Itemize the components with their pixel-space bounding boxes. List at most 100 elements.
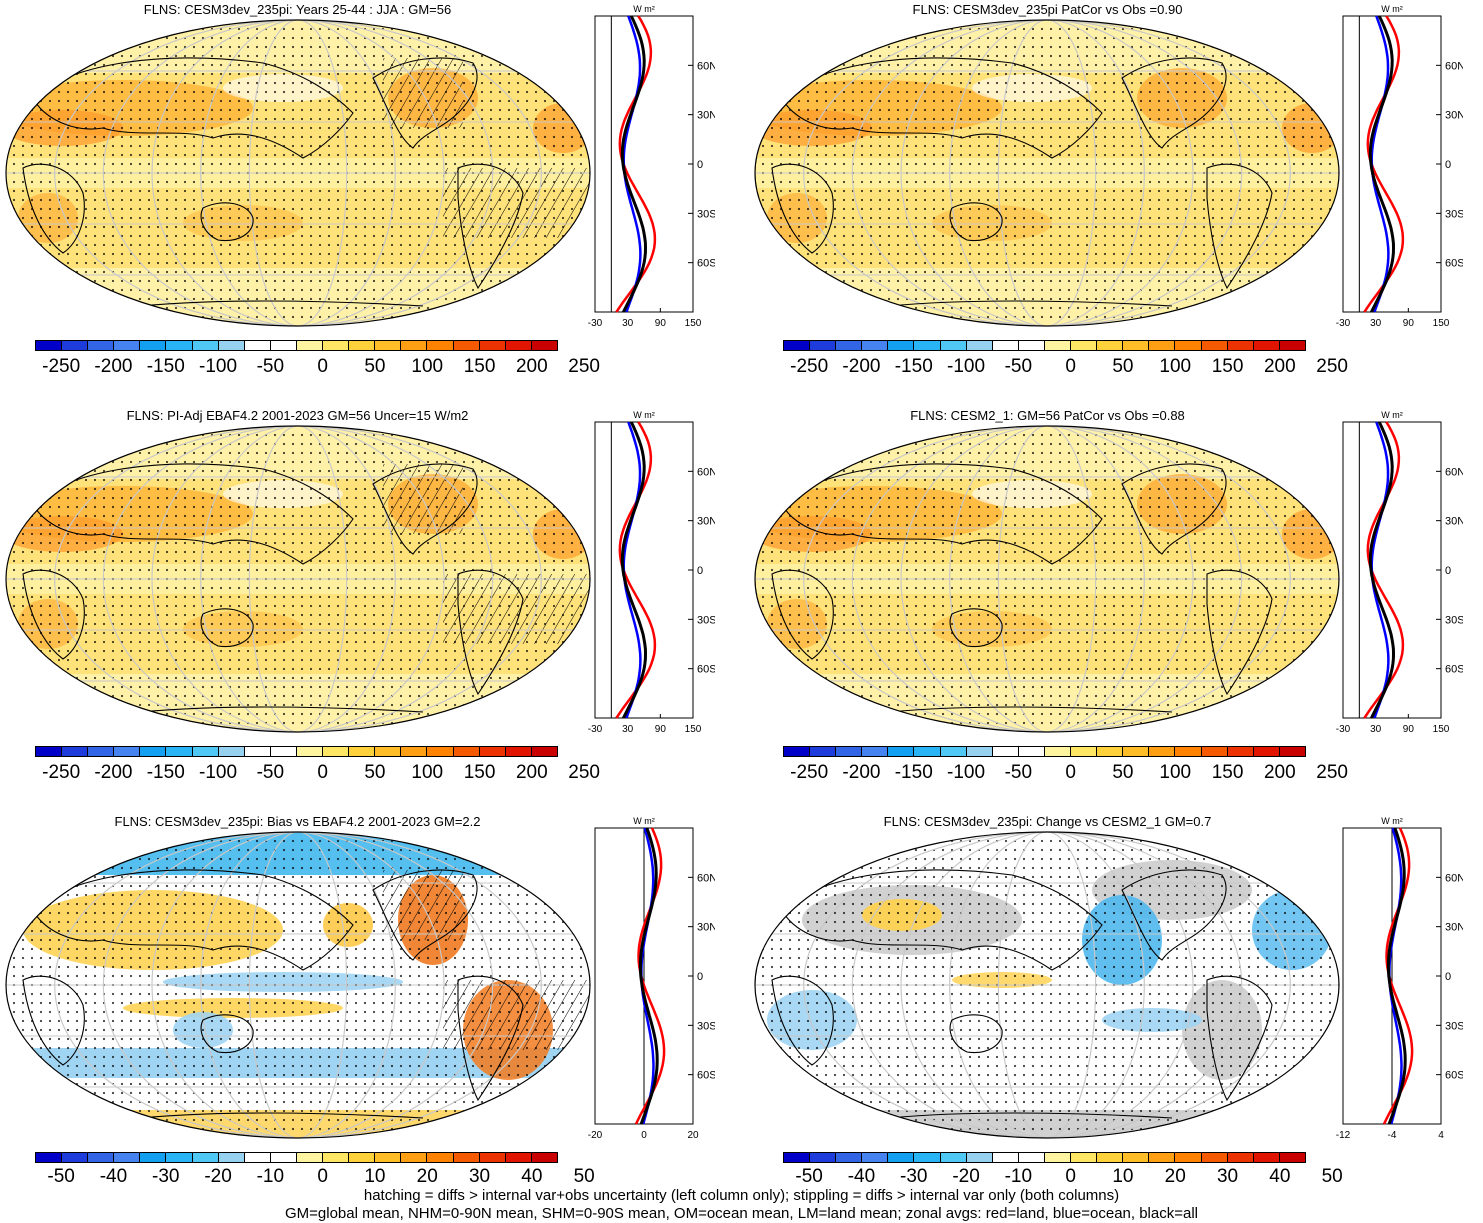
zonal-ocean-line (622, 421, 642, 719)
zonal-ocean-line (1370, 421, 1390, 719)
zonal-lat-label: 60N (697, 60, 715, 72)
zonal-all-line (1386, 827, 1407, 1125)
colorbar-tick-label: 0 (317, 356, 328, 377)
zonal-all-line (620, 421, 648, 719)
colorbar-labels: -250 -200 -150 -100 -50 0 50 100 150 200 250 (35, 356, 600, 378)
colorbar-tick-label: 10 (364, 1166, 386, 1187)
colorbar-tick-label: -20 (952, 1166, 980, 1187)
coastlines (771, 869, 1273, 1121)
colorbar (783, 340, 1306, 351)
zonal-units: W m² (633, 4, 655, 14)
zonal-units: W m² (1381, 4, 1403, 14)
colorbar-tick-label: -200 (842, 356, 881, 377)
zonal-mean-plot: W m² 60N 30N 0 30S 60S -30 30 90 150 (588, 4, 715, 329)
zonal-lat-label: 60S (1445, 1070, 1463, 1082)
colorbar-tick-label: 50 (573, 1166, 595, 1187)
map-outline (754, 19, 1340, 327)
panel-title: FLNS: CESM3dev_235pi: Years 25-44 : JJA … (143, 2, 452, 17)
zonal-mean-plot: W m² 60N 30N 0 30S 60S -30 30 90 150 (588, 410, 715, 735)
zonal-lat-label: 30N (1445, 922, 1463, 934)
zonal-x-label: 150 (685, 318, 702, 329)
zonal-all-line (638, 827, 659, 1125)
zonal-lat-label: 30S (1445, 614, 1463, 626)
zonal-mean-plot: W m² 60N 30N 0 30S 60S -12 -4 4 (1336, 816, 1463, 1141)
colorbar-tick-label: 100 (1159, 762, 1192, 783)
zonal-lat-label: 30N (1445, 110, 1463, 122)
panel-title: FLNS: CESM3dev_235pi: Change vs CESM2_1 … (883, 814, 1212, 829)
colorbar-tick-label: 0 (317, 762, 328, 783)
colorbar-tick-label: 250 (568, 356, 600, 377)
zonal-x-label: -20 (588, 1130, 603, 1141)
zonal-lat-label: 0 (697, 565, 703, 577)
zonal-units: W m² (1381, 816, 1403, 826)
zonal-lat-label: 60S (697, 664, 715, 676)
zonal-lat-label: 60N (1445, 60, 1463, 72)
footer-line-2: GM=global mean, NHM=0-90N mean, SHM=0-90… (284, 1205, 1198, 1222)
footer-notes: hatching = diffs > internal var+obs unce… (0, 1187, 1483, 1223)
map-outline (754, 425, 1340, 733)
zonal-x-label: 0 (641, 1130, 647, 1141)
zonal-x-label: 20 (687, 1130, 699, 1141)
colorbar (35, 340, 558, 351)
map (5, 19, 591, 327)
coastlines (771, 463, 1273, 715)
zonal-x-label: 150 (1433, 318, 1450, 329)
colorbar-tick-label: -200 (94, 762, 133, 783)
colorbar (35, 1152, 558, 1163)
zonal-x-label: -30 (1336, 318, 1351, 329)
colorbar-tick-label: 50 (1321, 1166, 1343, 1187)
colorbar-tick-label: 0 (1065, 1166, 1076, 1187)
colorbar-tick-label: -50 (1004, 356, 1033, 377)
colorbar-tick-label: 50 (1112, 356, 1134, 377)
zonal-x-label: 30 (622, 318, 634, 329)
colorbar-tick-label: 150 (463, 356, 496, 377)
colorbar-labels: -50 -40 -30 -20 -10 0 10 20 30 40 50 (783, 1166, 1342, 1188)
zonal-ocean-line (1388, 827, 1403, 1125)
zonal-x-label: 30 (1370, 318, 1382, 329)
colorbar-tick-label: -20 (204, 1166, 232, 1187)
colorbar-tick-label: -10 (256, 1166, 285, 1187)
zonal-lat-label: 30N (697, 922, 715, 934)
map-outline (5, 19, 591, 327)
zonal-x-label: 90 (655, 724, 667, 735)
colorbar-tick-label: -30 (152, 1166, 180, 1187)
zonal-x-label: 30 (622, 724, 634, 735)
colorbar (783, 1152, 1306, 1163)
zonal-x-label: 30 (1370, 724, 1382, 735)
zonal-lat-label: 30N (697, 516, 715, 528)
map (5, 831, 591, 1139)
colorbar-labels: -250 -200 -150 -100 -50 0 50 100 150 200 250 (783, 356, 1348, 378)
zonal-lat-label: 0 (697, 159, 703, 171)
zonal-lat-label: 60S (697, 258, 715, 270)
colorbar-tick-label: 0 (1065, 762, 1076, 783)
graticule (755, 832, 1339, 1138)
colorbar-tick-label: 100 (411, 762, 444, 783)
zonal-lat-label: 30S (1445, 208, 1463, 220)
panel-title: FLNS: CESM3dev_235pi: Bias vs EBAF4.2 20… (114, 814, 481, 829)
zonal-all-line (1368, 15, 1396, 313)
colorbar-tick-label: 250 (1316, 762, 1348, 783)
zonal-lat-label: 60S (1445, 664, 1463, 676)
panel-title: FLNS: CESM2_1: GM=56 PatCor vs Obs =0.88 (910, 408, 1185, 423)
zonal-lat-label: 30N (1445, 516, 1463, 528)
zonal-mean-plot: W m² 60N 30N 0 30S 60S -30 30 90 150 (1336, 4, 1463, 329)
colorbar-tick-label: -250 (42, 762, 81, 783)
colorbar-tick-label: 0 (317, 1166, 328, 1187)
zonal-mean-plot: W m² 60N 30N 0 30S 60S -30 30 90 150 (1336, 410, 1463, 735)
colorbar-tick-label: -150 (894, 762, 933, 783)
zonal-lat-label: 30S (697, 208, 715, 220)
coastlines (22, 869, 524, 1121)
zonal-ocean-line (622, 15, 642, 313)
colorbar-tick-label: -100 (947, 762, 986, 783)
zonal-lat-label: 60N (697, 466, 715, 478)
colorbar-labels: -50 -40 -30 -20 -10 0 10 20 30 40 50 (35, 1166, 594, 1188)
colorbar-tick-label: 50 (1112, 762, 1134, 783)
zonal-lat-label: 0 (1445, 565, 1451, 577)
zonal-lat-label: 60N (1445, 466, 1463, 478)
graticule (6, 832, 590, 1138)
colorbar-tick-label: -150 (146, 762, 185, 783)
map-outline (754, 831, 1340, 1139)
colorbar-tick-label: 200 (1263, 356, 1296, 377)
map (754, 425, 1340, 733)
colorbar-tick-label: -50 (795, 1166, 823, 1187)
